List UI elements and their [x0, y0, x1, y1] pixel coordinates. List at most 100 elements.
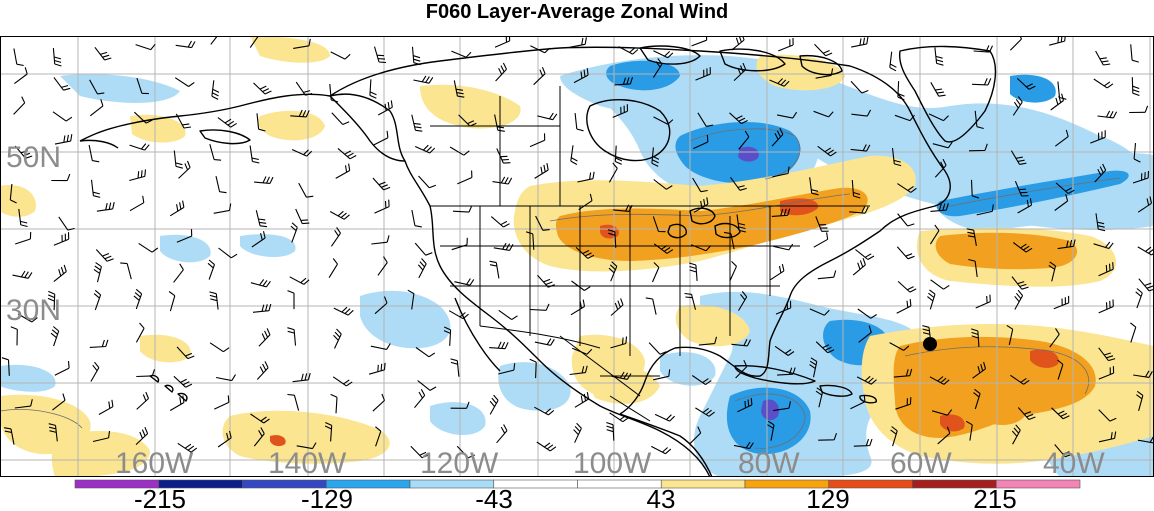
wind-barbs: [1, 36, 1154, 459]
wind-barb: [209, 342, 230, 353]
wind-barb: [169, 200, 185, 217]
wind-barb: [133, 288, 143, 310]
wind-barb: [652, 216, 666, 233]
wind-barb: [333, 306, 354, 316]
wind-barb: [577, 171, 595, 183]
wind-barb: [930, 203, 949, 212]
wind-barb: [178, 160, 191, 179]
wind-barb: [1130, 322, 1137, 343]
wind-barb: [569, 365, 588, 376]
wind-barb: [723, 231, 735, 250]
wind-barb: [411, 46, 421, 66]
wind-barb: [12, 270, 33, 279]
negative-wind-region: [240, 234, 296, 258]
wind-barb: [897, 213, 915, 227]
wind-barb: [894, 114, 915, 122]
colorbar-label: 43: [647, 484, 676, 511]
wind-barb: [653, 179, 673, 190]
wind-barb: [966, 228, 977, 246]
wind-barb: [736, 214, 747, 233]
wind-barb: [571, 280, 591, 291]
wind-barb: [569, 37, 587, 48]
wind-barb: [53, 264, 67, 283]
wind-barb: [330, 51, 351, 60]
wind-barb: [653, 116, 674, 125]
wind-barb: [214, 395, 230, 410]
wind-barb: [1006, 324, 1014, 346]
extreme-negative-wind-core: [761, 399, 779, 421]
wind-barb: [333, 328, 342, 349]
wind-barb: [10, 326, 18, 346]
wind-barb: [534, 338, 555, 346]
wind-barb: [858, 325, 872, 343]
wind-barb: [535, 215, 550, 231]
wind-barb: [450, 401, 470, 409]
wind-barb: [1048, 261, 1057, 282]
wind-barb: [1057, 359, 1064, 380]
wind-barb: [930, 82, 946, 97]
wind-barb: [490, 216, 510, 228]
wind-barb: [815, 68, 834, 79]
wind-barb: [891, 147, 902, 167]
wind-barb: [213, 203, 232, 214]
wind-barb: [1098, 347, 1116, 362]
wind-barb: [54, 134, 73, 145]
wind-barb: [250, 279, 271, 288]
wind-barb: [290, 109, 310, 118]
wind-barb: [53, 77, 71, 91]
wind-barb: [614, 77, 634, 86]
wind-barb: [1009, 36, 1023, 51]
wind-barb: [1097, 110, 1118, 119]
wind-barb: [1055, 182, 1075, 194]
wind-barb: [897, 183, 917, 193]
wind-barb: [250, 413, 270, 424]
wind-barb: [893, 368, 913, 378]
wind-barb: [809, 177, 819, 196]
wind-barb: [571, 347, 593, 355]
wind-barb: [1010, 150, 1027, 165]
colorbar-label: -43: [475, 484, 513, 511]
wind-barb: [54, 361, 70, 376]
wind-barb: [896, 246, 915, 260]
wind-barb: [175, 40, 196, 49]
wind-barb: [457, 170, 473, 185]
wind-barb: [335, 163, 351, 179]
wind-barb: [451, 237, 468, 251]
wind-barb: [173, 375, 193, 388]
wind-barb: [534, 162, 549, 179]
wind-barb: [927, 289, 936, 310]
wind-barb: [129, 169, 147, 182]
wind-barb: [775, 300, 792, 315]
colorbar-label: -129: [301, 484, 353, 511]
wind-barb: [411, 114, 423, 132]
wind-barb: [653, 50, 674, 59]
wind-barb: [217, 117, 237, 128]
wind-barb: [370, 343, 391, 350]
wind-barb: [692, 177, 708, 193]
wind-barb: [1010, 374, 1030, 385]
negative-wind-region: [0, 364, 56, 392]
wind-barb: [414, 144, 436, 154]
wind-barb: [1137, 196, 1153, 213]
wind-barb: [174, 77, 195, 87]
wind-barb: [651, 147, 660, 167]
negative-wind-region: [160, 234, 211, 263]
wind-barb: [498, 363, 516, 375]
wind-barb: [89, 79, 105, 95]
wind-barb: [368, 362, 386, 375]
wind-barb: [772, 166, 790, 178]
wind-barb: [169, 395, 185, 411]
negative-wind-region: [360, 290, 451, 349]
wind-barb: [98, 399, 114, 415]
wind-barb: [973, 388, 981, 410]
wind-barb: [1130, 44, 1139, 63]
wind-barb: [13, 48, 24, 67]
wind-barb: [575, 247, 595, 259]
wind-barb: [693, 197, 709, 213]
wind-barb: [51, 173, 71, 182]
wind-barb: [371, 235, 390, 245]
wind-barb: [374, 199, 390, 214]
wind-barb: [895, 397, 912, 410]
wind-barb: [489, 260, 500, 279]
wind-barb: [533, 66, 546, 86]
